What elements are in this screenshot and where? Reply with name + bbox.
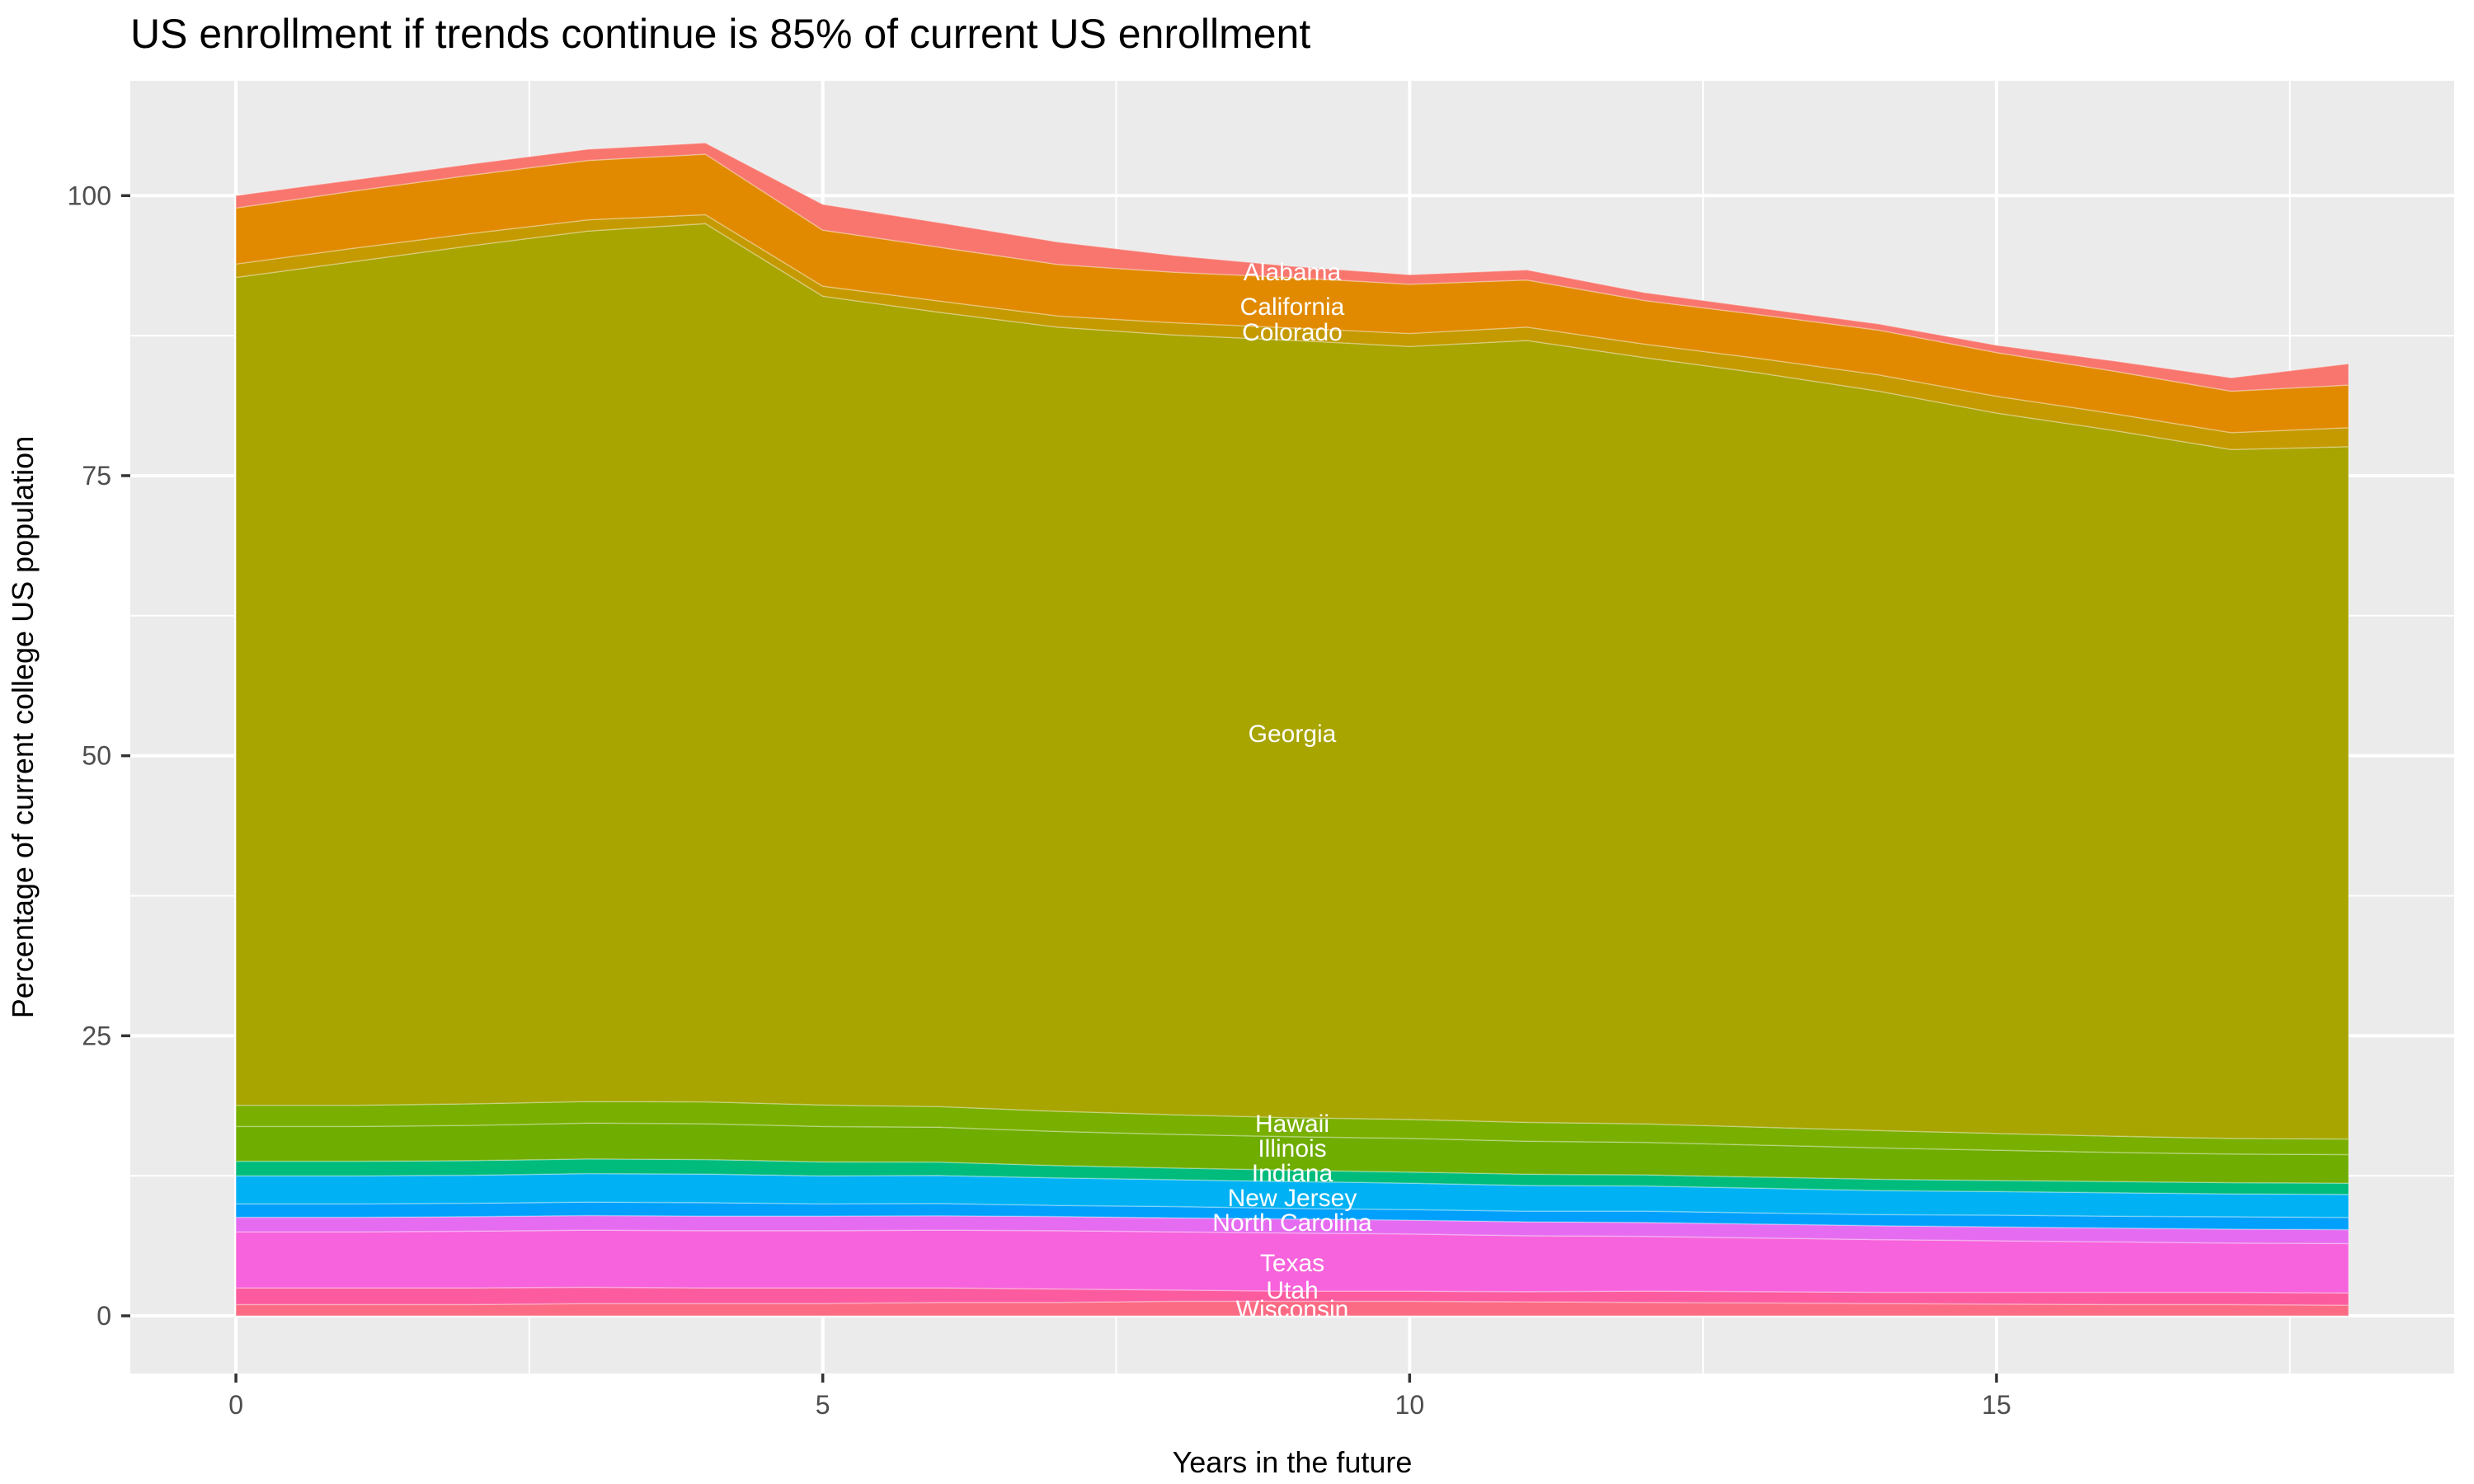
band-label-utah: Utah [1266, 1277, 1318, 1304]
band-label-texas: Texas [1260, 1250, 1324, 1277]
band-label-colorado: Colorado [1242, 319, 1343, 346]
band-label-illinois: Illinois [1258, 1135, 1326, 1162]
x-tick-label: 10 [1395, 1390, 1425, 1420]
x-tick-labels: 0 5 10 15 [228, 1390, 2011, 1420]
x-tick-label: 5 [816, 1390, 830, 1420]
area-bands [235, 142, 2349, 1317]
band-label-new-jersey: New Jersey [1228, 1185, 1357, 1212]
y-axis-title: Percentage of current college US populat… [6, 436, 40, 1018]
area-band-texas [235, 1229, 2349, 1294]
band-label-georgia: Georgia [1249, 721, 1337, 748]
x-tick-label: 0 [228, 1390, 243, 1420]
area-band-georgia [235, 223, 2349, 1140]
band-label-wisconsin: Wisconsin [1236, 1296, 1349, 1323]
y-tick-label: 50 [82, 741, 111, 771]
area-band-unlabeled-4 [235, 1201, 2349, 1231]
band-label-north-carolina: North Carolina [1212, 1209, 1372, 1237]
chart-title: US enrollment if trends continue is 85% … [130, 11, 1310, 57]
y-tick-label: 100 [68, 181, 111, 210]
band-label-alabama: Alabama [1244, 259, 1342, 286]
band-label-california: California [1240, 294, 1345, 321]
band-label-hawaii: Hawaii [1255, 1111, 1329, 1138]
area-band-alabama [235, 142, 2349, 392]
x-axis-title: Years in the future [1173, 1445, 1413, 1479]
y-tick-label: 0 [96, 1301, 111, 1331]
y-tick-label: 25 [82, 1021, 111, 1050]
y-tick-labels: 0 25 50 75 100 [68, 181, 111, 1331]
y-tick-label: 75 [82, 461, 111, 491]
band-label-indiana: Indiana [1252, 1160, 1333, 1187]
axis-ticks [121, 194, 1998, 1383]
x-tick-label: 15 [1982, 1390, 2011, 1420]
area-band-north-carolina [235, 1214, 2349, 1245]
